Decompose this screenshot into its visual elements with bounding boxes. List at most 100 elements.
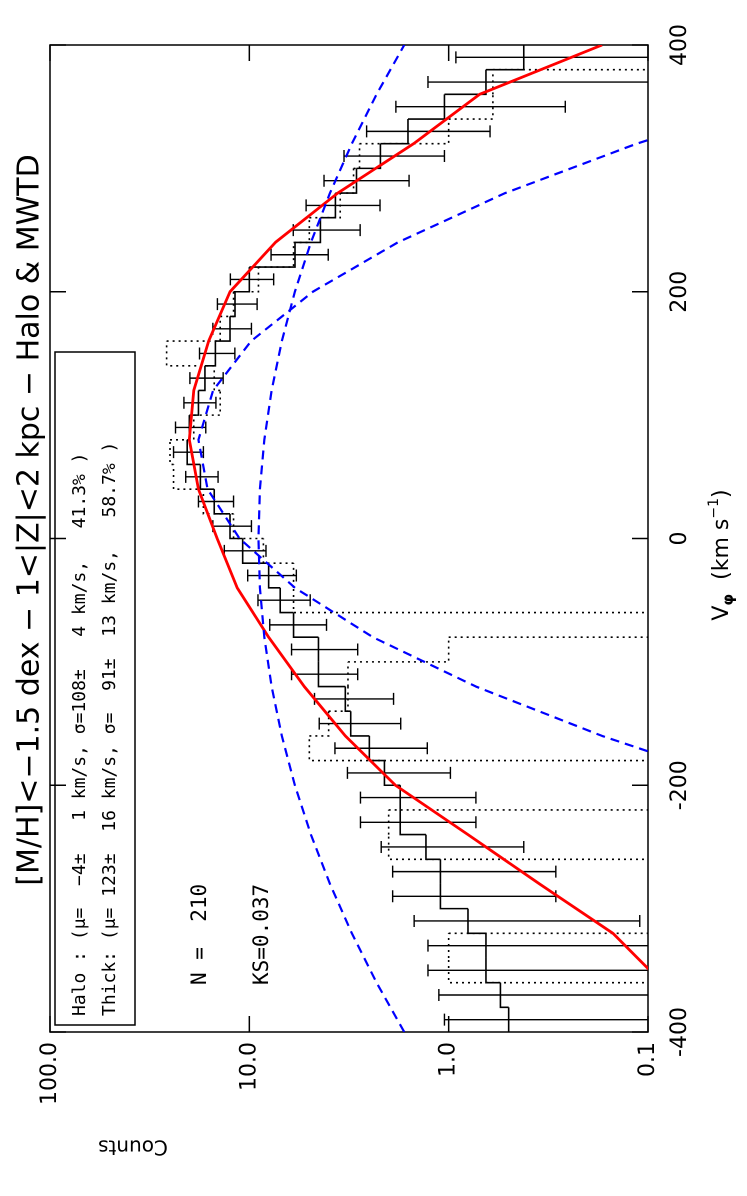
x-tick-label: -400 bbox=[667, 1007, 692, 1057]
histogram-step bbox=[425, 834, 441, 861]
error-bar bbox=[257, 594, 311, 607]
reference-step bbox=[233, 267, 260, 293]
chart-title: [M/H]<−1.5 dex − 1<|Z|<2 kpc − Halo & MW… bbox=[12, 154, 47, 885]
reference-step bbox=[213, 365, 221, 392]
annotation: N = 210 bbox=[187, 884, 211, 985]
error-bar bbox=[290, 668, 359, 681]
reference-step bbox=[309, 193, 342, 219]
component-curve bbox=[257, 45, 406, 1032]
error-bar bbox=[269, 618, 328, 631]
component-curve bbox=[197, 45, 648, 1032]
x-tick-label: 200 bbox=[667, 271, 692, 313]
error-bar bbox=[438, 988, 648, 1001]
legend-line: Halo : (μ= −4± 1 km/s, σ=108± 4 km/s, 41… bbox=[69, 452, 90, 1016]
histogram-step bbox=[485, 957, 501, 984]
histogram-step bbox=[249, 242, 296, 268]
error-bar bbox=[172, 446, 205, 459]
reference-step bbox=[169, 439, 174, 466]
reference-step bbox=[387, 834, 648, 861]
reference-step bbox=[448, 612, 648, 638]
x-label-sup: −1 bbox=[706, 498, 722, 519]
error-bar bbox=[189, 372, 224, 385]
reference-step bbox=[447, 957, 648, 984]
reference-step bbox=[347, 637, 450, 663]
error-bar bbox=[455, 51, 648, 64]
error-bar bbox=[318, 717, 402, 730]
reference-step bbox=[170, 415, 195, 441]
plot-area bbox=[165, 45, 648, 1032]
error-bar bbox=[443, 1013, 648, 1026]
error-bar bbox=[359, 816, 477, 829]
histogram-step bbox=[349, 711, 370, 737]
reference-step bbox=[353, 143, 361, 170]
error-bar bbox=[359, 791, 477, 804]
histogram-step bbox=[235, 267, 251, 293]
error-bar bbox=[305, 199, 381, 212]
histogram-step bbox=[467, 908, 486, 935]
histogram-step bbox=[344, 686, 351, 713]
reference-step bbox=[448, 94, 494, 120]
x-tick-label: 400 bbox=[667, 24, 692, 66]
error-bar bbox=[183, 396, 217, 409]
histogram-step bbox=[485, 45, 525, 71]
error-bar bbox=[395, 100, 566, 113]
error-bar bbox=[323, 174, 410, 187]
histogram-step bbox=[356, 143, 382, 170]
histogram-step bbox=[204, 341, 217, 367]
y-tick-label: 1.0 bbox=[436, 1042, 461, 1077]
reference-step bbox=[193, 390, 222, 416]
histogram-step bbox=[439, 883, 468, 910]
histogram-step bbox=[215, 316, 231, 342]
error-bar bbox=[427, 939, 648, 952]
histogram-step bbox=[499, 982, 509, 1009]
x-label-main: V bbox=[709, 606, 734, 621]
error-bar bbox=[247, 569, 298, 582]
histogram-step bbox=[320, 193, 337, 219]
y-tick-label: 100.0 bbox=[37, 1042, 62, 1105]
x-tick-label: -200 bbox=[667, 760, 692, 810]
histogram-step bbox=[230, 291, 236, 318]
error-bar bbox=[391, 890, 557, 903]
rotated-plot: [M/H]<−1.5 dex − 1<|Z|<2 kpc − Halo & MW… bbox=[12, 24, 737, 1160]
error-bar bbox=[346, 766, 452, 779]
y-tick-label: 10.0 bbox=[236, 1042, 261, 1091]
error-bar bbox=[270, 248, 329, 261]
error-bar bbox=[292, 224, 361, 237]
histogram-step bbox=[267, 563, 281, 589]
histogram-step bbox=[292, 612, 319, 638]
histogram-step bbox=[279, 587, 294, 614]
error-bar bbox=[391, 865, 557, 878]
histogram-step bbox=[380, 119, 409, 145]
histogram-step bbox=[335, 168, 358, 194]
error-bar bbox=[290, 643, 359, 656]
error-bar bbox=[229, 273, 275, 286]
annotation: KS=0.037 bbox=[249, 884, 273, 985]
error-bar bbox=[380, 840, 525, 853]
histogram-step bbox=[444, 69, 487, 96]
error-bar bbox=[427, 76, 648, 89]
reference-step bbox=[448, 908, 648, 935]
reference-step bbox=[202, 489, 234, 515]
x-label-sub: φ bbox=[719, 594, 737, 606]
reference-step bbox=[309, 711, 330, 737]
reference-step bbox=[262, 538, 294, 564]
histogram-step bbox=[213, 489, 231, 515]
histogram-step bbox=[399, 809, 426, 836]
y-tick-label: 0.1 bbox=[635, 1042, 660, 1077]
x-tick-label: 0 bbox=[667, 532, 692, 546]
legend-box bbox=[54, 351, 136, 1026]
x-label-close: ) bbox=[709, 489, 734, 498]
error-bar bbox=[212, 520, 253, 533]
histogram-step bbox=[199, 464, 215, 490]
error-bar bbox=[185, 470, 219, 483]
error-bar bbox=[334, 742, 428, 755]
histogram-step bbox=[317, 661, 346, 688]
error-bar bbox=[413, 914, 641, 927]
error-bar bbox=[427, 964, 648, 977]
histogram-step bbox=[186, 439, 201, 466]
reference-step bbox=[292, 587, 648, 614]
legend-line: Thick: (μ= 123± 16 km/s, σ= 91± 13 km/s,… bbox=[99, 442, 120, 1016]
y-axis-label: Counts bbox=[98, 1136, 168, 1160]
histogram-step bbox=[198, 365, 206, 392]
